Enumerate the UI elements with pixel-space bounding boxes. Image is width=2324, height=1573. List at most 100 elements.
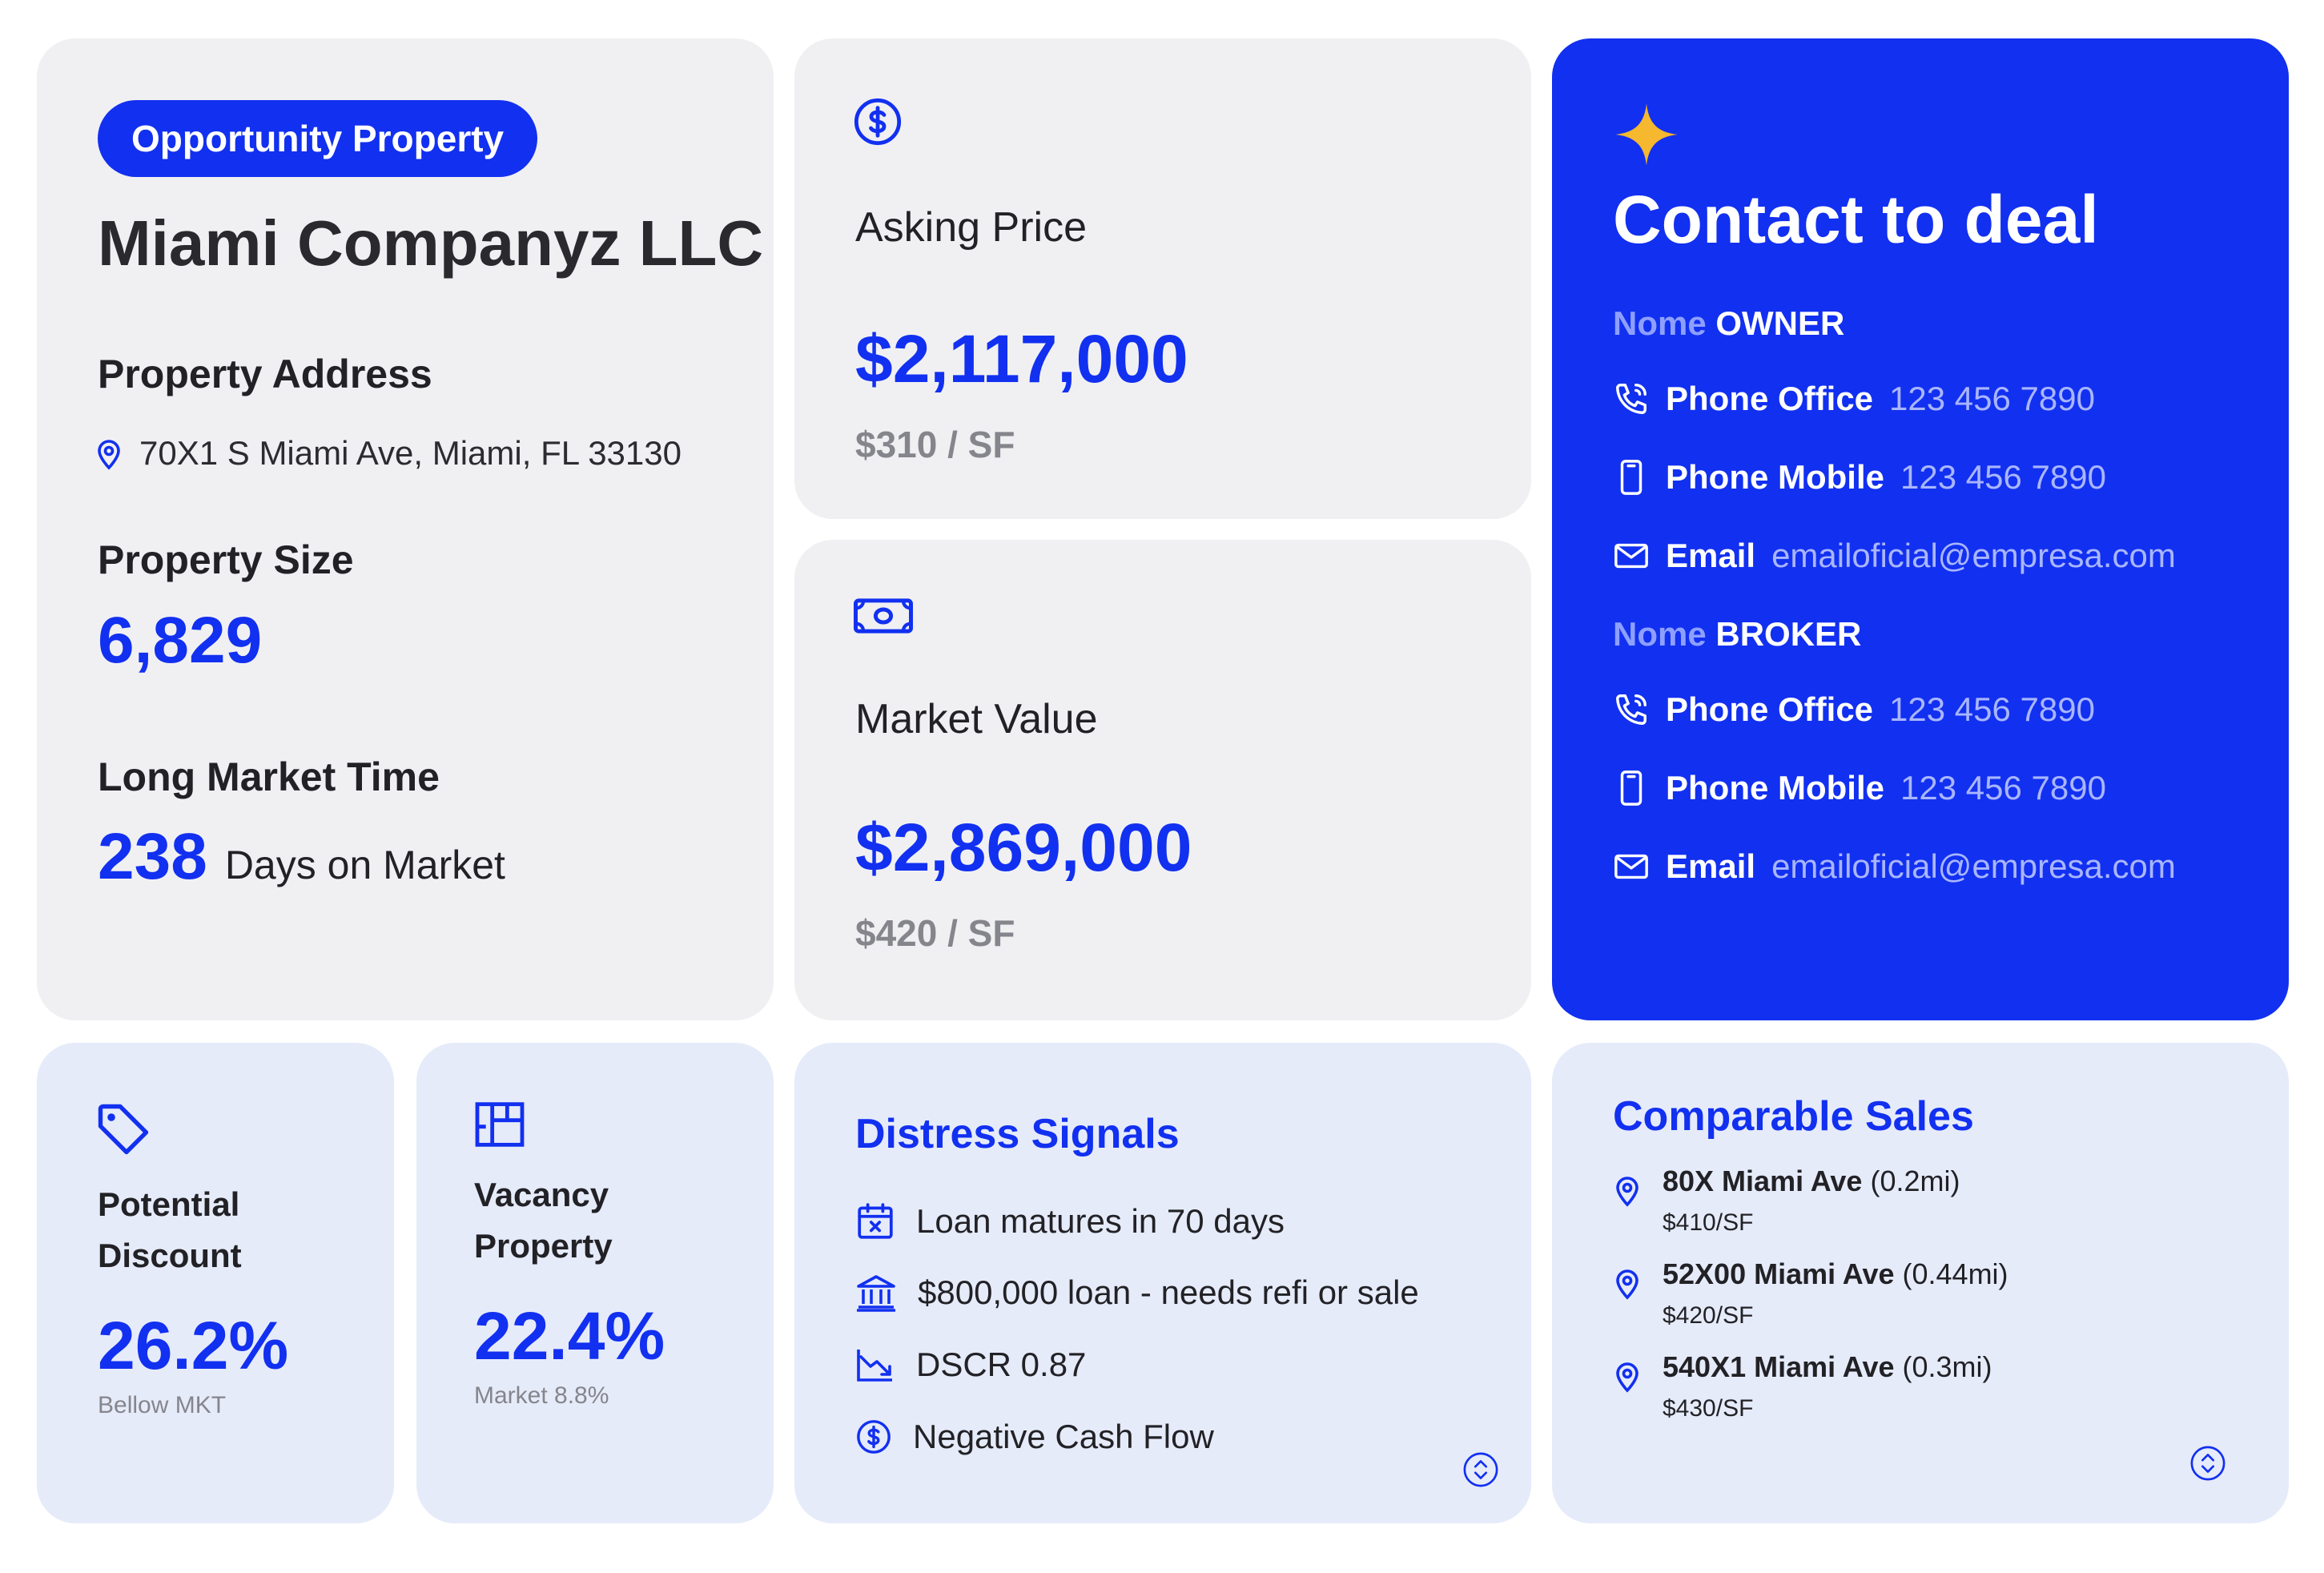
comparable-sale-item[interactable]: 52X00 Miami Ave (0.44mi) $420/SF (1613, 1257, 2008, 1330)
company-name: Miami Companyz LLC (98, 207, 764, 279)
comparable-sale-name: 52X00 Miami Ave (1663, 1257, 1895, 1290)
vacancy-card: Vacancy Property 22.4% Market 8.8% (416, 1043, 774, 1523)
owner-email[interactable]: emailoficial@empresa.com (1771, 537, 2176, 574)
expand-toggle-icon[interactable] (2189, 1445, 2226, 1482)
broker-phone-mobile-row[interactable]: Phone Mobile 123 456 7890 (1613, 769, 2106, 807)
market-value-label: Market Value (855, 696, 1098, 742)
tag-icon (94, 1100, 152, 1158)
distress-item: $800,000 loan - needs refi or sale (855, 1273, 1419, 1312)
owner-phone-mobile-label: Phone Mobile (1666, 458, 1884, 496)
location-pin-icon (1613, 1358, 1642, 1422)
distress-item: DSCR 0.87 (855, 1346, 1086, 1384)
broker-phone-office[interactable]: 123 456 7890 (1889, 690, 2095, 728)
comparable-sales-card: Comparable Sales 80X Miami Ave (0.2mi) $… (1552, 1043, 2289, 1523)
market-value-value: $2,869,000 (855, 810, 1192, 885)
mail-icon (1613, 537, 1650, 574)
comparable-sale-info: 52X00 Miami Ave (0.44mi) $420/SF (1663, 1257, 2008, 1330)
dollar-circle-icon (855, 1418, 892, 1455)
owner-name-prefix: Nome (1613, 304, 1707, 342)
owner-name: Nome OWNER (1613, 304, 1844, 343)
property-address: 70X1 S Miami Ave, Miami, FL 33130 (139, 434, 682, 472)
asking-price-card: Asking Price $2,117,000 $310 / SF (794, 38, 1531, 519)
broker-phone-office-label: Phone Office (1666, 690, 1874, 728)
contact-title: Contact to deal (1613, 182, 2099, 257)
market-value-card: Market Value $2,869,000 $420 / SF (794, 540, 1531, 1020)
owner-email-row[interactable]: Email emailoficial@empresa.com (1613, 537, 2176, 575)
comparable-sale-main: 540X1 Miami Ave (0.3mi) (1663, 1350, 1992, 1384)
sparkle-icon (1613, 101, 1680, 168)
distress-signals-title: Distress Signals (855, 1111, 1180, 1157)
asking-price-value: $2,117,000 (855, 321, 1188, 396)
broker-name: Nome BROKER (1613, 615, 1861, 654)
comparable-sale-name: 540X1 Miami Ave (1663, 1350, 1895, 1383)
comparable-sale-main: 80X Miami Ave (0.2mi) (1663, 1165, 1960, 1198)
owner-phone-office[interactable]: 123 456 7890 (1889, 380, 2095, 417)
market-time-value: 238 (98, 820, 207, 893)
asking-price-label: Asking Price (855, 204, 1087, 251)
broker-phone-office-row[interactable]: Phone Office 123 456 7890 (1613, 690, 2095, 729)
owner-email-label: Email (1666, 537, 1756, 574)
opportunity-badge: Opportunity Property (98, 100, 538, 177)
location-pin-icon (1613, 1173, 1642, 1237)
phone-call-icon (1613, 691, 1650, 728)
owner-phone-office-label: Phone Office (1666, 380, 1874, 417)
mail-icon (1613, 848, 1650, 885)
trending-down-icon (855, 1347, 895, 1382)
vacancy-sub: Market 8.8% (474, 1382, 609, 1409)
phone-call-icon (1613, 380, 1650, 417)
owner-phone-mobile-row[interactable]: Phone Mobile 123 456 7890 (1613, 458, 2106, 497)
comparable-sale-info: 540X1 Miami Ave (0.3mi) $430/SF (1663, 1350, 1992, 1422)
comparable-sales-title: Comparable Sales (1613, 1093, 1974, 1140)
comparable-sale-item[interactable]: 80X Miami Ave (0.2mi) $410/SF (1613, 1165, 1960, 1237)
vacancy-value: 22.4% (474, 1298, 665, 1374)
dollar-circle-icon (852, 96, 903, 147)
comparable-sale-info: 80X Miami Ave (0.2mi) $410/SF (1663, 1165, 1960, 1237)
broker-phone-mobile-label: Phone Mobile (1666, 769, 1884, 807)
broker-email-label: Email (1666, 847, 1756, 885)
comparable-sale-name: 80X Miami Ave (1663, 1165, 1863, 1197)
comparable-sale-distance: (0.44mi) (1902, 1257, 2008, 1290)
property-card: Opportunity Property Miami Companyz LLC … (37, 38, 774, 1020)
broker-email[interactable]: emailoficial@empresa.com (1771, 847, 2176, 885)
comparable-sale-price: $420/SF (1663, 1302, 1754, 1329)
distress-item-text: DSCR 0.87 (916, 1346, 1087, 1383)
location-pin-icon (94, 436, 123, 471)
broker-name-prefix: Nome (1613, 615, 1707, 653)
bank-icon (855, 1273, 897, 1312)
distress-item: Negative Cash Flow (855, 1418, 1214, 1456)
expand-toggle-icon[interactable] (1462, 1451, 1499, 1488)
floorplan-icon (474, 1100, 525, 1149)
asking-price-per-sf: $310 / SF (855, 424, 1015, 465)
comparable-sale-item[interactable]: 540X1 Miami Ave (0.3mi) $430/SF (1613, 1350, 1992, 1422)
property-address-row: 70X1 S Miami Ave, Miami, FL 33130 (94, 434, 682, 473)
cash-icon (852, 597, 915, 634)
comparable-sale-price: $410/SF (1663, 1209, 1754, 1236)
potential-discount-label: Potential Discount (98, 1185, 242, 1274)
broker-phone-mobile[interactable]: 123 456 7890 (1900, 769, 2106, 807)
distress-item: Loan matures in 70 days (855, 1201, 1285, 1241)
market-time-label: Long Market Time (98, 754, 440, 799)
property-size-label: Property Size (98, 537, 354, 582)
comparable-sale-main: 52X00 Miami Ave (0.44mi) (1663, 1257, 2008, 1291)
broker-email-row[interactable]: Email emailoficial@empresa.com (1613, 847, 2176, 886)
market-time-unit: Days on Market (224, 843, 505, 887)
vacancy-label: Vacancy Property (474, 1176, 613, 1265)
location-pin-icon (1613, 1265, 1642, 1330)
distress-item-text: Loan matures in 70 days (916, 1202, 1285, 1240)
distress-item-text: Negative Cash Flow (913, 1418, 1214, 1455)
mobile-phone-icon (1613, 769, 1650, 807)
property-size-value: 6,829 (98, 604, 263, 677)
market-time-row: 238 Days on Market (98, 819, 505, 895)
property-address-label: Property Address (98, 352, 432, 396)
calendar-x-icon (855, 1201, 895, 1241)
distress-signals-card: Distress Signals Loan matures in 70 days… (794, 1043, 1531, 1523)
broker-name-value: BROKER (1715, 615, 1862, 653)
owner-phone-mobile[interactable]: 123 456 7890 (1900, 458, 2106, 496)
distress-item-text: $800,000 loan - needs refi or sale (918, 1273, 1419, 1311)
owner-phone-office-row[interactable]: Phone Office 123 456 7890 (1613, 380, 2095, 418)
comparable-sale-distance: (0.3mi) (1902, 1350, 1992, 1383)
mobile-phone-icon (1613, 458, 1650, 497)
potential-discount-sub: Bellow MKT (98, 1392, 227, 1418)
potential-discount-value: 26.2% (98, 1308, 289, 1383)
contact-card: Contact to deal Nome OWNER Phone Office … (1552, 38, 2289, 1020)
